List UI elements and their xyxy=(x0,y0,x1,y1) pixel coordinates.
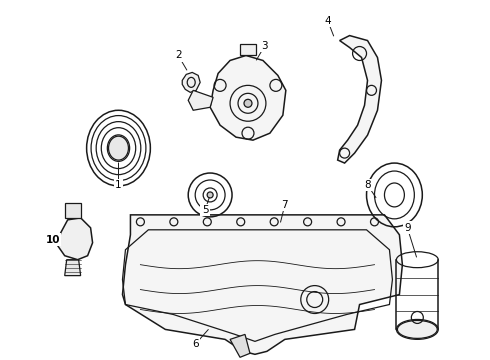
Ellipse shape xyxy=(397,320,437,338)
Polygon shape xyxy=(210,55,286,140)
Polygon shape xyxy=(230,334,250,357)
Polygon shape xyxy=(65,203,81,218)
Text: 3: 3 xyxy=(262,41,268,50)
Text: 7: 7 xyxy=(282,200,288,210)
Polygon shape xyxy=(58,218,93,260)
Text: 5: 5 xyxy=(202,205,208,215)
Ellipse shape xyxy=(108,136,128,160)
Text: 9: 9 xyxy=(404,223,411,233)
Polygon shape xyxy=(240,44,256,55)
Polygon shape xyxy=(338,36,382,163)
Text: 10: 10 xyxy=(46,235,60,245)
Ellipse shape xyxy=(207,192,213,198)
Text: 4: 4 xyxy=(324,15,331,26)
Text: 1: 1 xyxy=(115,180,122,190)
Polygon shape xyxy=(182,72,200,92)
Text: 8: 8 xyxy=(364,180,371,190)
Text: 2: 2 xyxy=(175,50,182,60)
Polygon shape xyxy=(65,260,81,276)
Polygon shape xyxy=(188,90,213,110)
Text: 6: 6 xyxy=(192,339,198,349)
Polygon shape xyxy=(122,215,402,354)
Ellipse shape xyxy=(244,99,252,107)
